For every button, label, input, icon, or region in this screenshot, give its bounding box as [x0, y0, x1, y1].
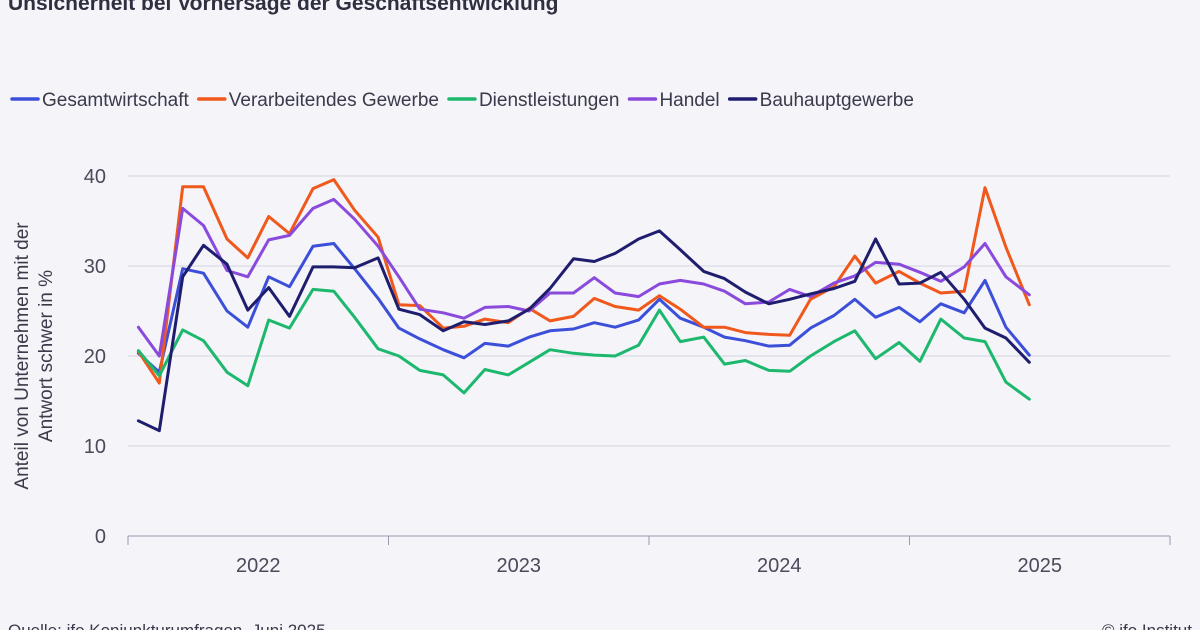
series-line-3 — [136, 197, 1031, 358]
x-tick-label: 2023 — [497, 555, 542, 577]
series-lines — [136, 178, 1031, 433]
y-tick-label: 10 — [84, 436, 106, 458]
y-axis-label: Anteil von Unternehmen mit der Antwort sc… — [12, 222, 57, 490]
y-tick-label: 20 — [84, 346, 106, 368]
legend-label: Gesamtwirtschaft — [42, 90, 189, 111]
series-line-4 — [136, 229, 1031, 433]
y-axis-label-line: Antwort schwer in % — [36, 270, 57, 442]
legend-label: Dienstleistungen — [479, 90, 619, 111]
x-axis: 2022 2023 2024 2025 — [127, 535, 1171, 577]
y-axis-ticks: 0 10 20 30 40 — [84, 166, 106, 548]
chart-title: Unsicherheit bei Vorhersage der Geschäft… — [8, 0, 558, 15]
legend-label: Verarbeitendes Gewerbe — [229, 90, 439, 111]
source-note: Quelle: ifo Konjunkturumfragen, Juni 202… — [8, 621, 326, 630]
series-line-0 — [136, 242, 1031, 374]
x-tick-label: 2022 — [236, 555, 281, 577]
y-tick-label: 30 — [84, 256, 106, 278]
y-tick-label: 0 — [95, 526, 106, 548]
copyright-note: © ifo Institut — [1102, 621, 1192, 630]
legend-label: Bauhauptgewerbe — [760, 90, 914, 111]
series-line-1 — [136, 178, 1031, 385]
legend: Gesamtwirtschaft Verarbeitendes Gewerbe Di… — [10, 90, 914, 111]
x-tick-label: 2025 — [1018, 555, 1063, 577]
y-axis-label-line: Anteil von Unternehmen mit der — [12, 222, 33, 490]
y-tick-label: 40 — [84, 166, 106, 188]
series-line-2 — [136, 287, 1031, 401]
legend-label: Handel — [659, 90, 719, 111]
x-tick-label: 2024 — [757, 555, 802, 577]
gridlines — [128, 175, 1170, 447]
